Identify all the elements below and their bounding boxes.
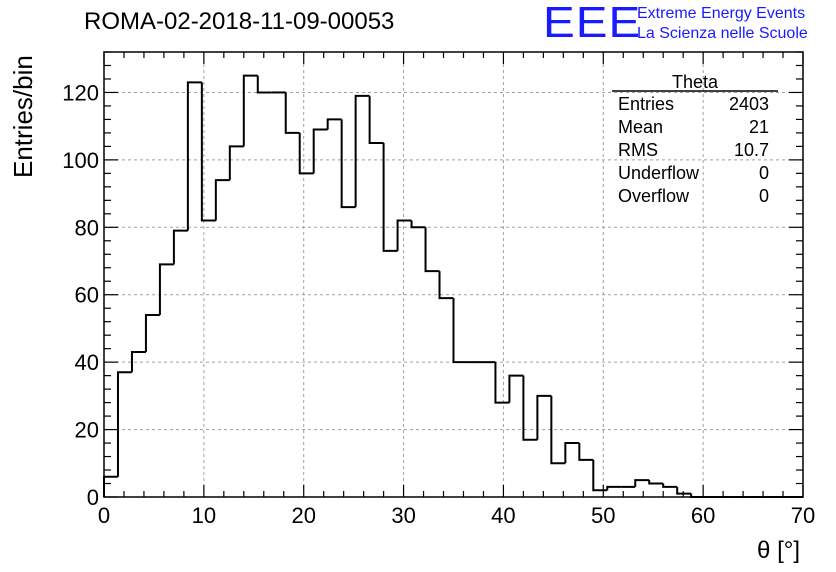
histogram-bin	[536, 394, 552, 440]
histogram-bin	[354, 94, 370, 208]
histogram-bin	[242, 74, 258, 147]
stats-title: Theta	[672, 72, 719, 92]
stats-value: 10.7	[734, 140, 769, 160]
histogram-bin	[186, 81, 202, 231]
histogram-bin	[116, 371, 132, 477]
x-tick-label: 0	[98, 503, 110, 528]
histogram-bin	[438, 271, 454, 300]
y-tick-label: 20	[75, 418, 99, 443]
histogram-bin	[662, 483, 678, 488]
grid-layer	[104, 52, 803, 497]
x-tick-label: 30	[391, 503, 415, 528]
stats-value: 0	[759, 186, 769, 206]
x-tick-label: 50	[591, 503, 615, 528]
histogram-bin	[578, 443, 594, 461]
logo-caption: Extreme Energy Events La Scienza nelle S…	[637, 4, 808, 44]
histogram-bin	[368, 95, 384, 145]
eee-logo: EEE Extreme Energy Events La Scienza nel…	[543, 1, 808, 45]
histogram-bin	[452, 298, 468, 364]
x-tick-label: 40	[491, 503, 515, 528]
x-axis-label: θ [°]	[757, 537, 800, 564]
histogram-bin	[284, 92, 300, 134]
stats-value: 0	[759, 163, 769, 183]
histogram-bin	[200, 82, 216, 222]
histogram-layer	[103, 74, 803, 498]
histogram-bin	[340, 119, 356, 209]
histogram-bin	[648, 480, 664, 485]
stats-label: Underflow	[618, 163, 700, 183]
histogram-bin	[144, 313, 160, 353]
histogram-bin	[522, 375, 538, 441]
histogram-bin	[564, 442, 580, 464]
histogram-bin	[410, 220, 426, 229]
histogram-bin	[396, 219, 412, 251]
plot-frame	[103, 51, 804, 498]
histogram-bin	[298, 132, 314, 175]
y-tick-label: 0	[87, 485, 99, 510]
x-tick-label: 20	[291, 503, 315, 528]
histogram-bin	[676, 486, 692, 495]
stats-label: RMS	[618, 140, 658, 160]
histogram-bin	[228, 145, 244, 181]
y-tick-label: 40	[75, 350, 99, 375]
logo-line-2: La Scienza nelle Scuole	[637, 25, 808, 42]
y-tick-label: 120	[62, 80, 99, 105]
histogram-bin	[494, 362, 510, 404]
y-tick-label: 100	[62, 148, 99, 173]
histogram-bin	[326, 118, 342, 130]
histogram-bin	[103, 475, 118, 497]
histogram-bin	[382, 143, 398, 252]
x-tick-label: 70	[791, 503, 815, 528]
stats-label: Entries	[618, 94, 674, 114]
x-tick-label: 10	[192, 503, 216, 528]
stats-value: 21	[749, 117, 769, 137]
run-title: ROMA-02-2018-11-09-00053	[84, 8, 395, 35]
histogram-bin	[312, 128, 328, 174]
logo-line-1: Extreme Energy Events	[637, 5, 806, 22]
histogram-bin	[172, 229, 188, 265]
y-axis-label: Entries/bin	[8, 55, 38, 178]
histogram-bin	[214, 179, 230, 221]
histogram-bin	[592, 459, 608, 492]
y-tick-label: 80	[75, 215, 99, 240]
histogram-bin	[158, 263, 174, 315]
histogram-bin	[130, 351, 146, 373]
histogram-bin	[606, 485, 622, 491]
y-tick-label: 60	[75, 283, 99, 308]
stats-label: Overflow	[618, 186, 690, 206]
histogram-bin	[508, 374, 524, 403]
stats-value: 2403	[729, 94, 769, 114]
histogram-bin	[634, 479, 650, 487]
logo-mark: EEE	[543, 0, 642, 47]
histogram-bin	[550, 395, 566, 465]
x-tick-label: 60	[691, 503, 715, 528]
axis-layer: 0 10 20 30 40 50 60 70 0 20 40 60 80 100 120	[62, 51, 815, 528]
stats-label: Mean	[618, 117, 663, 137]
histogram-bin	[424, 227, 440, 273]
histogram-bin	[256, 75, 272, 94]
